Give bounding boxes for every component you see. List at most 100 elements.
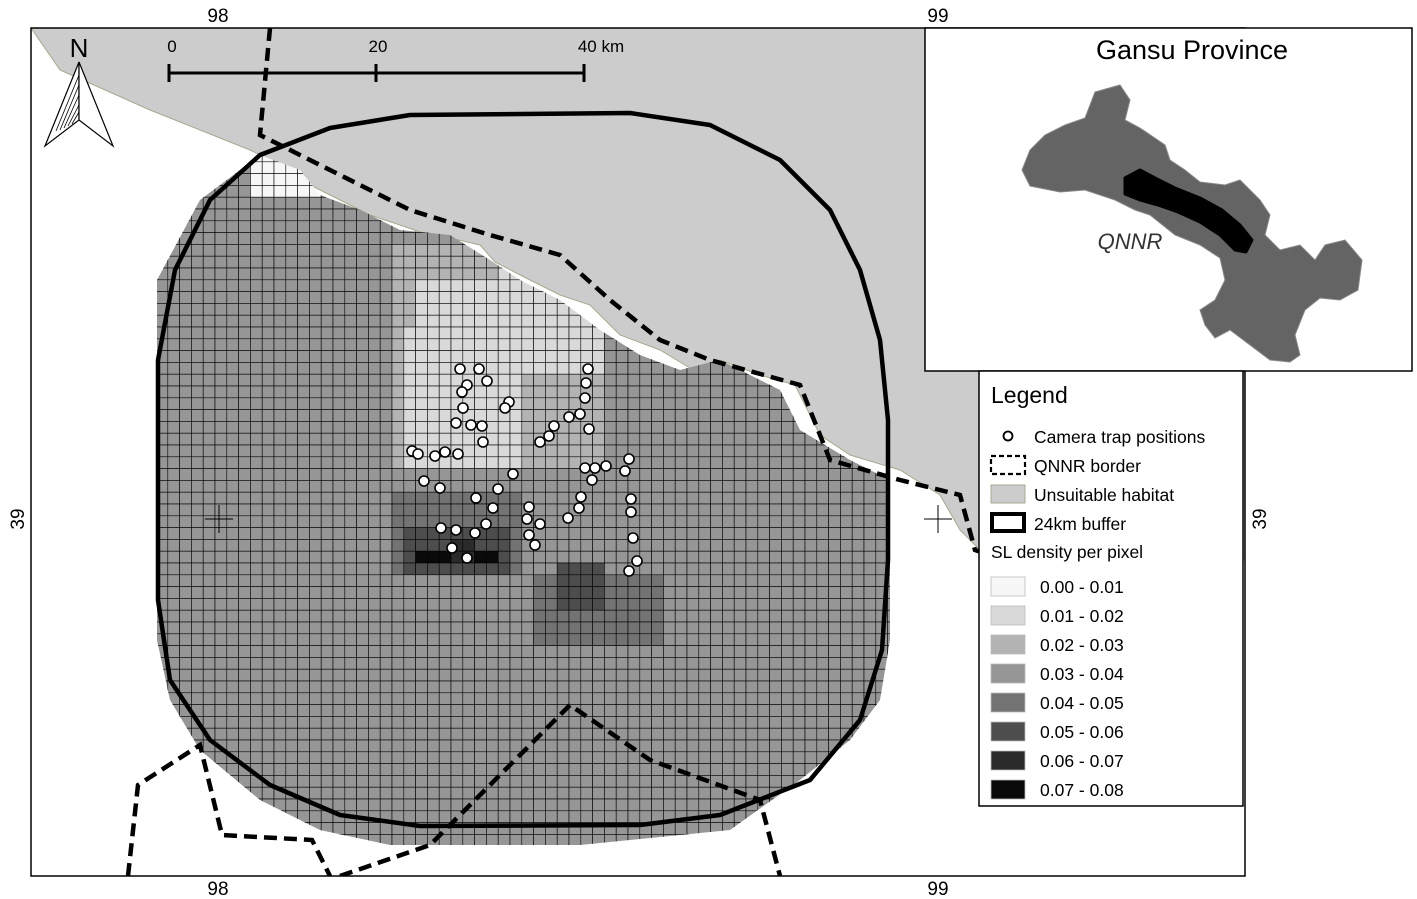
density-pixel bbox=[297, 633, 310, 646]
density-pixel bbox=[545, 539, 558, 552]
density-pixel bbox=[450, 480, 464, 493]
density-pixel bbox=[297, 303, 310, 316]
density-pixel bbox=[462, 326, 475, 340]
density-pixel bbox=[238, 255, 251, 269]
density-pixel bbox=[497, 704, 511, 717]
density-pixel bbox=[486, 444, 499, 458]
density-pixel bbox=[509, 279, 523, 292]
density-pixel bbox=[238, 598, 251, 611]
density-pixel bbox=[521, 314, 534, 328]
density-pixel bbox=[427, 397, 440, 410]
density-pixel bbox=[273, 550, 287, 564]
density-pixel bbox=[273, 704, 287, 717]
density-pixel bbox=[804, 503, 818, 517]
density-pixel bbox=[403, 834, 416, 845]
density-pixel bbox=[792, 598, 806, 611]
density-pixel bbox=[214, 279, 228, 292]
density-pixel bbox=[521, 550, 534, 564]
density-pixel bbox=[391, 716, 405, 729]
density-pixel bbox=[521, 727, 534, 741]
density-pixel bbox=[804, 657, 818, 670]
density-pixel bbox=[816, 657, 829, 670]
density-pixel bbox=[297, 704, 310, 717]
density-pixel bbox=[238, 421, 251, 434]
density-pixel bbox=[545, 609, 558, 623]
density-pixel bbox=[698, 432, 711, 446]
density-pixel bbox=[474, 279, 487, 292]
density-pixel bbox=[840, 586, 853, 599]
density-pixel bbox=[391, 727, 405, 741]
density-pixel bbox=[792, 633, 806, 646]
density-pixel bbox=[320, 338, 334, 351]
legend-density-swatch bbox=[990, 576, 1026, 597]
camera-trap-marker bbox=[429, 450, 441, 462]
density-pixel bbox=[391, 326, 405, 340]
density-pixel bbox=[261, 574, 275, 587]
density-pixel bbox=[627, 621, 641, 635]
density-pixel bbox=[521, 668, 534, 682]
density-pixel bbox=[238, 397, 251, 410]
density-pixel bbox=[226, 421, 239, 434]
density-pixel bbox=[781, 739, 794, 753]
density-pixel bbox=[556, 562, 570, 576]
density-pixel bbox=[226, 385, 239, 399]
density-pixel bbox=[356, 314, 369, 328]
density-pixel bbox=[509, 668, 523, 682]
density-pixel bbox=[214, 385, 228, 399]
density-pixel bbox=[474, 574, 487, 587]
density-pixel bbox=[663, 668, 676, 682]
density-pixel bbox=[615, 362, 629, 375]
density-pixel bbox=[545, 515, 558, 528]
density-pixel bbox=[226, 244, 239, 257]
density-pixel bbox=[686, 633, 700, 646]
density-pixel bbox=[438, 739, 452, 753]
density-pixel bbox=[202, 338, 216, 351]
density-pixel bbox=[639, 480, 652, 493]
density-pixel bbox=[261, 739, 275, 753]
density-pixel bbox=[427, 562, 440, 576]
density-pixel bbox=[556, 314, 570, 328]
density-pixel bbox=[273, 727, 287, 741]
density-pixel bbox=[533, 716, 546, 729]
density-pixel bbox=[828, 503, 841, 517]
density-pixel bbox=[497, 716, 511, 729]
density-pixel bbox=[238, 432, 251, 446]
density-pixel bbox=[273, 326, 287, 340]
density-pixel bbox=[273, 444, 287, 458]
density-pixel bbox=[804, 444, 818, 458]
density-pixel bbox=[757, 704, 770, 717]
legend-density-swatch bbox=[990, 750, 1026, 771]
density-pixel bbox=[804, 491, 818, 505]
density-pixel bbox=[863, 657, 877, 670]
density-pixel bbox=[427, 409, 440, 422]
density-pixel bbox=[804, 727, 818, 741]
density-pixel bbox=[226, 291, 239, 304]
density-pixel bbox=[545, 527, 558, 540]
density-pixel bbox=[356, 775, 369, 788]
density-pixel bbox=[309, 657, 322, 670]
density-pixel bbox=[604, 680, 617, 694]
camera-trap-marker bbox=[562, 512, 574, 524]
density-pixel bbox=[486, 350, 499, 363]
density-pixel bbox=[450, 503, 464, 517]
density-pixel bbox=[391, 291, 405, 304]
density-pixel bbox=[250, 562, 263, 576]
density-pixel bbox=[568, 727, 582, 741]
density-pixel bbox=[568, 326, 582, 340]
density-pixel bbox=[556, 338, 570, 351]
density-pixel bbox=[427, 763, 440, 776]
density-pixel bbox=[438, 267, 452, 281]
density-pixel bbox=[545, 633, 558, 646]
density-pixel bbox=[568, 739, 582, 753]
density-pixel bbox=[379, 432, 393, 446]
density-pixel bbox=[202, 255, 216, 269]
density-pixel bbox=[356, 515, 369, 528]
density-pixel bbox=[238, 220, 251, 233]
density-pixel bbox=[521, 798, 534, 812]
density-pixel bbox=[604, 491, 617, 505]
density-pixel bbox=[722, 727, 735, 741]
density-pixel bbox=[261, 598, 275, 611]
density-pixel bbox=[309, 763, 322, 776]
density-pixel bbox=[804, 598, 818, 611]
density-pixel bbox=[379, 255, 393, 269]
